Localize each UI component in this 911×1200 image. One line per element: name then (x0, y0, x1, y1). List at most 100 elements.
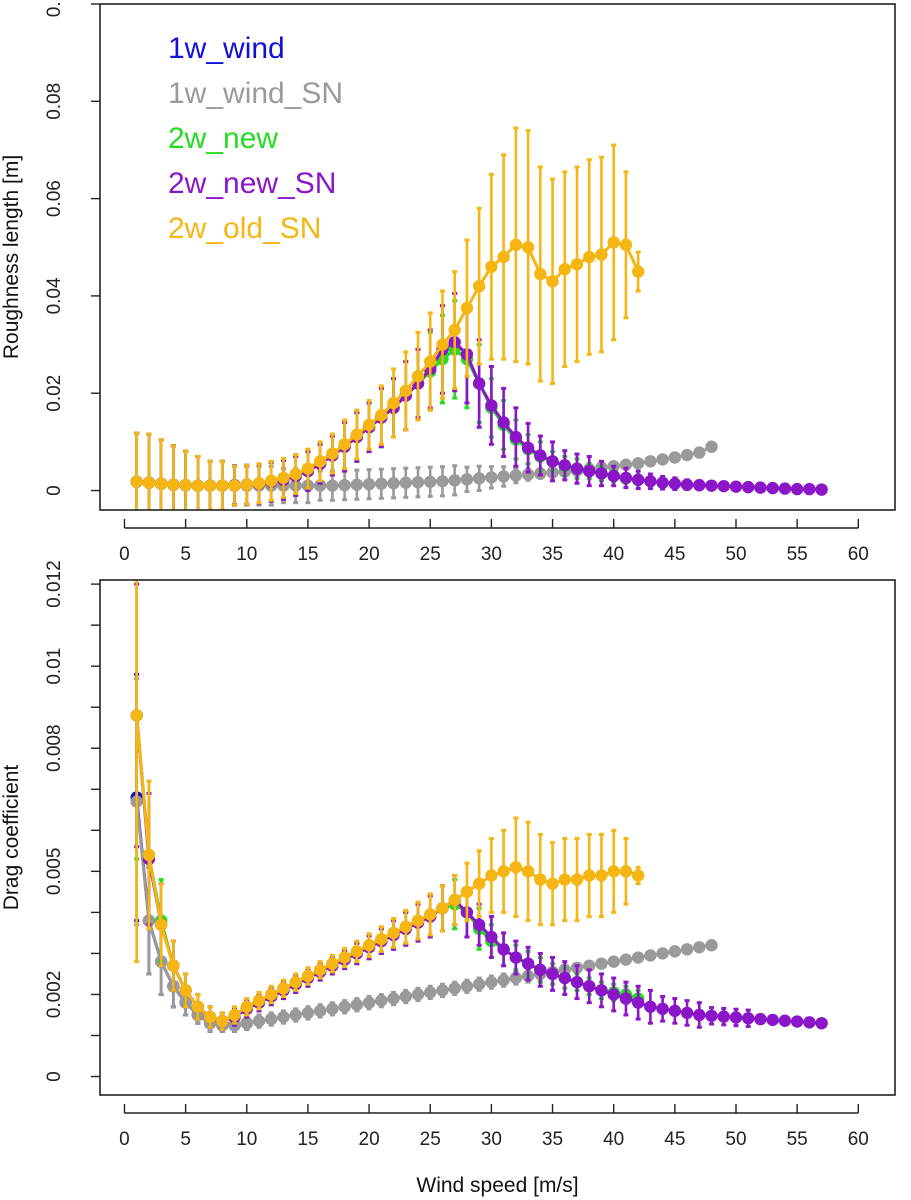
data-point (766, 1013, 779, 1027)
data-point (619, 458, 633, 471)
data-point (448, 323, 461, 337)
x-tick-label: 35 (542, 1129, 563, 1150)
data-point (595, 984, 608, 997)
x-axis-title: Wind speed [m/s] (416, 1174, 578, 1197)
y-tick-label: 0.06 (44, 180, 65, 217)
y-axis-title: Roughness length [m] (0, 155, 23, 359)
data-point (583, 869, 596, 882)
data-point (546, 275, 559, 288)
data-point (803, 482, 816, 496)
data-point (521, 957, 535, 970)
x-tick-label: 15 (297, 1129, 318, 1150)
x-tick-label: 0 (119, 1129, 130, 1150)
data-point (362, 939, 376, 952)
data-point (436, 338, 449, 351)
data-point (240, 1000, 253, 1013)
data-point (693, 941, 706, 954)
data-point (460, 885, 474, 899)
x-tick-label: 55 (787, 544, 808, 565)
drag-coefficient-panel: 0 5 10 15 20 25 30 35 40 45 50 55 60 0 0.002 0.005 0.008… (0, 560, 896, 1197)
data-point (326, 479, 339, 492)
x-tick-label: 40 (603, 544, 624, 565)
y-tick-label: 0.005 (44, 848, 65, 896)
data-point (228, 479, 241, 492)
data-point (607, 988, 620, 1001)
data-point (693, 446, 706, 459)
data-point (154, 477, 168, 490)
plot-frame (99, 579, 896, 1096)
data-point (668, 945, 682, 958)
y-tick-label: 0 (44, 1071, 65, 1082)
data-point (216, 479, 229, 492)
data-point (277, 982, 290, 995)
data-point (228, 1008, 241, 1022)
data-point (313, 455, 327, 468)
data-point (240, 478, 253, 491)
data-point (558, 459, 571, 472)
y-tick-label: 0.04 (44, 277, 65, 314)
data-point (313, 1004, 327, 1018)
y-tick-label: 0.012 (44, 560, 65, 608)
data-point (717, 479, 730, 493)
y-tick-label: 0.01 (44, 648, 65, 685)
data-point (705, 479, 718, 492)
x-tick-label: 5 (180, 544, 191, 565)
data-point (216, 1014, 229, 1028)
data-point (595, 248, 608, 261)
data-point (142, 848, 156, 862)
data-point (595, 467, 608, 480)
data-point (448, 474, 461, 487)
legend-entry-2w_new_SN: 2w_new_SN (168, 167, 336, 200)
data-point (509, 861, 523, 874)
data-point (778, 1014, 792, 1027)
data-point (754, 1012, 767, 1026)
data-point (411, 476, 425, 489)
data-point (619, 953, 633, 966)
data-point (668, 477, 682, 490)
data-point (497, 943, 510, 956)
data-point (460, 980, 474, 993)
x-tick-label: 35 (542, 544, 563, 565)
x-tick-label: 60 (848, 1129, 869, 1150)
x-tick-label: 60 (848, 544, 869, 565)
data-point (362, 996, 376, 1009)
data-point (583, 980, 596, 993)
data-point (631, 473, 645, 487)
data-point (485, 975, 498, 989)
data-point (534, 963, 547, 977)
data-point (668, 1004, 682, 1018)
data-point (803, 1016, 816, 1029)
data-point (619, 865, 633, 878)
x-tick-label: 10 (236, 544, 257, 565)
x-tick-label: 5 (180, 1129, 191, 1150)
series-2w_old_SN (130, 126, 645, 510)
data-point (509, 469, 523, 482)
x-tick-label: 45 (664, 544, 685, 565)
data-point (521, 468, 535, 481)
data-point (485, 260, 498, 273)
data-point (693, 1008, 706, 1022)
data-point (362, 478, 376, 491)
data-point (289, 1008, 302, 1022)
data-point (375, 932, 388, 946)
data-point (607, 469, 620, 483)
y-tick-label: 0.008 (44, 724, 65, 772)
data-point (558, 262, 571, 276)
data-point (411, 988, 425, 1001)
data-point (619, 992, 633, 1005)
x-tick-label: 25 (420, 544, 441, 565)
data-point (203, 479, 217, 492)
data-point (130, 709, 143, 722)
data-point (815, 1016, 828, 1030)
data-point (191, 1000, 205, 1013)
plot-frame (99, 3, 896, 511)
data-point (729, 1011, 743, 1024)
data-point (656, 476, 669, 489)
data-point (656, 453, 669, 466)
data-point (644, 949, 657, 962)
data-point (766, 481, 779, 495)
data-point (644, 475, 657, 488)
data-point (485, 471, 498, 484)
data-point (583, 464, 596, 478)
y-tick-label: 0 (44, 485, 65, 496)
